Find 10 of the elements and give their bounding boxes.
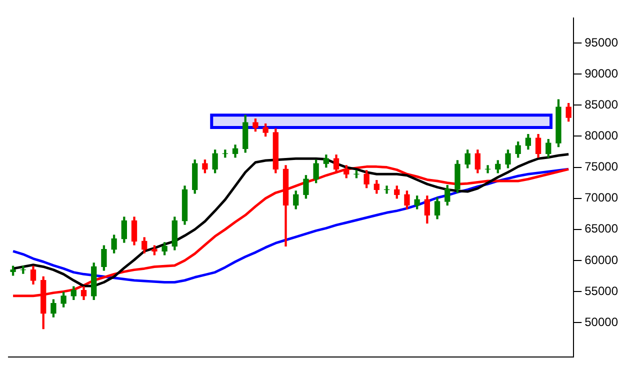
y-tick-label: 70000 [584,190,618,205]
y-tick-label: 90000 [584,66,618,80]
y-tick-label: 55000 [584,284,618,298]
y-tick-label: 65000 [584,222,618,236]
y-tick-label: 80000 [584,128,618,143]
y-tick-label: 95000 [584,35,618,50]
y-tick-label: 50000 [584,314,618,329]
y-tick-label: 60000 [584,252,618,267]
y-tick-label: 75000 [584,160,618,174]
y-tick-label: 85000 [584,97,618,112]
